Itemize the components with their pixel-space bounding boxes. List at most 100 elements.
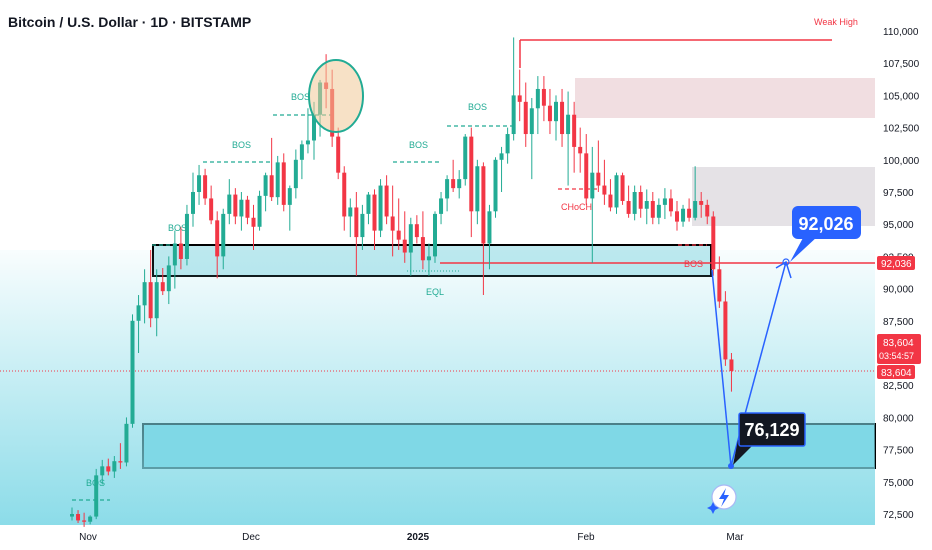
candle-body: [112, 461, 117, 472]
candle: [705, 199, 710, 225]
candle-body: [305, 140, 310, 145]
candle: [729, 353, 734, 392]
candle-body: [281, 162, 286, 205]
candle-body: [402, 239, 407, 253]
candle-body: [348, 207, 353, 217]
bos-label: BOS: [291, 92, 310, 102]
target-callout-text: 92,026: [798, 214, 853, 234]
candle-body: [366, 194, 371, 214]
candle-body: [644, 201, 649, 209]
sparkle-icon: [707, 502, 719, 514]
candle-body: [197, 175, 202, 192]
candle-body: [584, 153, 589, 199]
candle: [632, 185, 637, 221]
y-tick-label: 75,000: [883, 478, 914, 489]
candle: [166, 256, 171, 305]
candle: [148, 249, 153, 328]
candle: [602, 159, 607, 205]
candle: [656, 198, 661, 225]
countdown-tag: 03:54:57: [879, 351, 914, 361]
bos-label: BOS: [468, 102, 487, 112]
candle: [82, 512, 87, 527]
candle-body: [560, 101, 565, 135]
candle: [475, 159, 480, 225]
candle-body: [426, 256, 431, 261]
candle-body: [668, 198, 673, 212]
candle: [100, 459, 105, 485]
candle: [154, 269, 159, 337]
candle-body: [451, 179, 456, 189]
candle: [578, 127, 583, 173]
candle-body: [233, 194, 238, 217]
candle: [608, 179, 613, 212]
candle-body: [675, 211, 679, 222]
candle-body: [215, 220, 220, 257]
candle: [650, 192, 655, 225]
x-tick-label: 2025: [407, 532, 430, 543]
candle: [445, 175, 450, 212]
candle: [227, 179, 232, 225]
candle: [662, 188, 667, 220]
candle-body: [76, 514, 81, 521]
supply-zone-upper: [575, 78, 875, 118]
candle: [360, 204, 365, 250]
candle-body: [638, 192, 643, 209]
candle-body: [554, 101, 558, 122]
candle: [469, 127, 474, 238]
candle: [257, 190, 262, 231]
candle-body: [203, 175, 208, 199]
candle-body: [420, 237, 425, 261]
candle: [457, 170, 462, 199]
candle-body: [475, 166, 480, 212]
lightning-icon-bolt[interactable]: [719, 488, 729, 507]
candle-body: [245, 199, 250, 218]
lightning-icon[interactable]: [707, 484, 737, 514]
candle-body: [632, 192, 637, 214]
candle: [354, 192, 359, 276]
candle-body: [511, 95, 516, 135]
lines-layer: [0, 39, 875, 501]
candle-body: [251, 217, 256, 227]
candle: [366, 192, 371, 225]
candle: [584, 134, 589, 205]
candle-body: [372, 194, 377, 231]
y-tick-label: 102,500: [883, 124, 920, 135]
candle: [414, 215, 419, 244]
candle: [439, 192, 444, 225]
candle: [481, 162, 486, 296]
candle-body: [529, 108, 534, 135]
candle-body: [620, 175, 625, 202]
candle-body: [469, 136, 474, 212]
y-tick-label: 95,000: [883, 220, 914, 231]
candle: [287, 185, 292, 231]
candle: [130, 314, 135, 428]
candle-body: [269, 175, 274, 198]
candle-body: [336, 136, 341, 173]
candle-body: [481, 166, 486, 244]
y-axis: 110,000 107,500 105,000 102,500 100,000 97,50…: [883, 27, 920, 521]
candle: [614, 172, 619, 214]
candle: [263, 172, 268, 212]
candle: [554, 95, 558, 141]
candle-body: [566, 114, 571, 135]
y-tick-label: 77,500: [883, 446, 914, 457]
projection-arrow-down: [711, 269, 732, 467]
candle-body: [650, 201, 655, 218]
candle: [76, 510, 81, 524]
last-price-tag: 83,604: [881, 368, 912, 379]
candle: [463, 134, 468, 186]
candle: [717, 256, 722, 308]
bos-label: BOS: [86, 478, 105, 488]
chart-title: Bitcoin / U.S. Dollar · 1D · BITSTAMP: [8, 14, 251, 30]
candle: [560, 88, 565, 147]
target-callout: 92,026: [790, 206, 861, 262]
low-callout-box: [738, 412, 806, 447]
candle: [106, 458, 111, 476]
candle: [299, 140, 304, 180]
x-tick-label: Dec: [242, 532, 260, 543]
target-callout-pointer: [790, 236, 818, 262]
candle: [396, 198, 401, 250]
candle-body: [572, 114, 577, 147]
y-tick-label: 87,500: [883, 317, 914, 328]
candle-body: [414, 224, 419, 238]
